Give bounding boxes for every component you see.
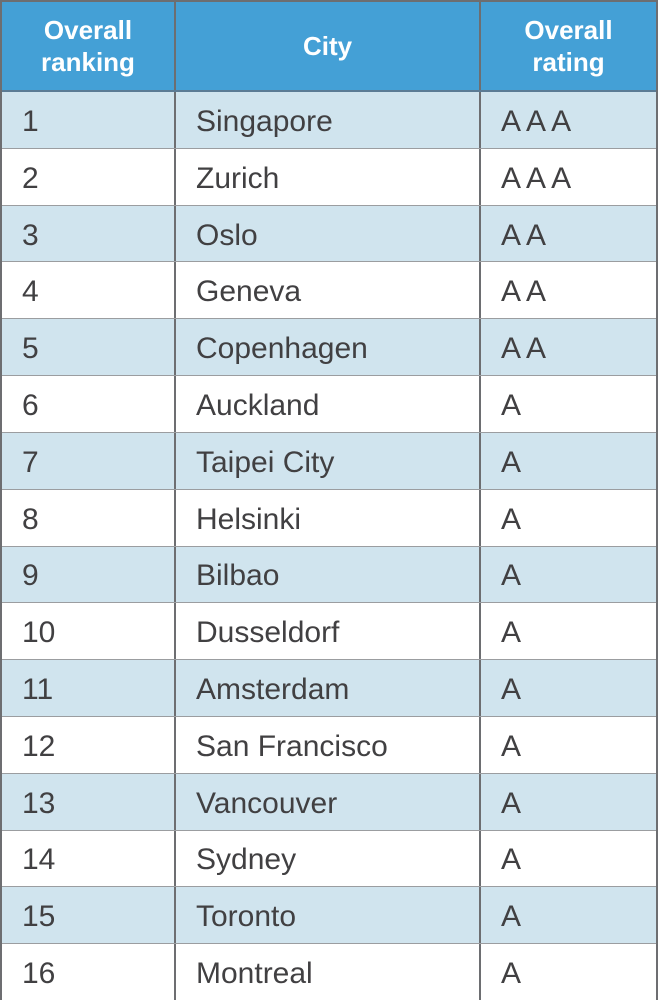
table-row: 16 Montreal A — [2, 943, 656, 1000]
cell-rating: A A A — [501, 104, 572, 138]
cell-rating: A A — [501, 218, 547, 252]
table-row: 12 San Francisco A — [2, 715, 656, 773]
cell-rank: 7 — [2, 432, 176, 489]
table-row: 8 Helsinki A — [2, 488, 656, 546]
table-row: 11 Amsterdam A — [2, 659, 656, 716]
cell-city: Singapore — [176, 92, 481, 148]
cell-rank: 9 — [2, 546, 176, 603]
cell-city: Montreal — [176, 944, 481, 1000]
cell-rank: 13 — [2, 773, 176, 830]
cell-rank: 8 — [2, 489, 176, 546]
cell-city: Toronto — [176, 887, 481, 944]
cell-rating: A — [501, 445, 522, 479]
cell-city: Oslo — [176, 205, 481, 262]
header-city: City — [176, 2, 481, 90]
cell-rank: 14 — [2, 830, 176, 887]
cell-rank: 11 — [2, 660, 176, 716]
cell-rank: 2 — [2, 148, 176, 205]
cell-city: Bilbao — [176, 546, 481, 603]
cell-city: Geneva — [176, 262, 481, 319]
table-row: 3 Oslo A A — [2, 204, 656, 262]
cell-rank: 4 — [2, 262, 176, 319]
cell-rank: 5 — [2, 319, 176, 376]
cell-rating: A — [501, 502, 522, 536]
table-row: 6 Auckland A — [2, 375, 656, 432]
table-row: 15 Toronto A — [2, 886, 656, 944]
table-body: 1 Singapore A A A 2 Zurich A A A 3 Oslo A A 4 Gene… — [2, 92, 656, 1000]
cell-rating: A — [501, 957, 522, 991]
cell-city: Zurich — [176, 148, 481, 205]
cell-city: Sydney — [176, 830, 481, 887]
cell-rating: A A A — [501, 161, 572, 195]
header-overall-ranking: Overall ranking — [2, 2, 176, 90]
header-overall-rating: Overall rating — [524, 14, 613, 78]
cell-rank: 3 — [2, 205, 176, 262]
cell-rating: A — [501, 673, 522, 707]
table-row: 4 Geneva A A — [2, 261, 656, 319]
cell-rating: A — [501, 616, 522, 650]
table-row: 1 Singapore A A A — [2, 92, 656, 148]
cell-city: Vancouver — [176, 773, 481, 830]
cell-rank: 15 — [2, 887, 176, 944]
cell-city: Dusseldorf — [176, 603, 481, 660]
cell-city: Amsterdam — [176, 660, 481, 716]
cell-city: Taipei City — [176, 432, 481, 489]
cell-rating: A — [501, 388, 522, 422]
cell-rating: A A — [501, 332, 547, 366]
cell-rating: A — [501, 900, 522, 934]
cell-rank: 16 — [2, 944, 176, 1000]
table-row: 2 Zurich A A A — [2, 147, 656, 205]
cell-rating: A — [501, 843, 522, 877]
cell-rating: A A — [501, 275, 547, 309]
cell-rank: 1 — [2, 92, 176, 148]
cell-rank: 12 — [2, 716, 176, 773]
table-header: Overall ranking City Overall rating — [2, 2, 656, 92]
table-row: 14 Sydney A — [2, 829, 656, 887]
cell-city: San Francisco — [176, 716, 481, 773]
cell-rank: 10 — [2, 603, 176, 660]
table-row: 10 Dusseldorf A — [2, 602, 656, 660]
cell-rating: A — [501, 559, 522, 593]
cell-city: Copenhagen — [176, 319, 481, 376]
cell-city: Helsinki — [176, 489, 481, 546]
cell-rank: 6 — [2, 376, 176, 432]
table-row: 5 Copenhagen A A — [2, 318, 656, 376]
table-row: 13 Vancouver A — [2, 772, 656, 830]
cell-rating: A — [501, 729, 522, 763]
table-row: 9 Bilbao A — [2, 545, 656, 603]
cell-city: Auckland — [176, 376, 481, 432]
table-row: 7 Taipei City A — [2, 431, 656, 489]
cell-rating: A — [501, 786, 522, 820]
